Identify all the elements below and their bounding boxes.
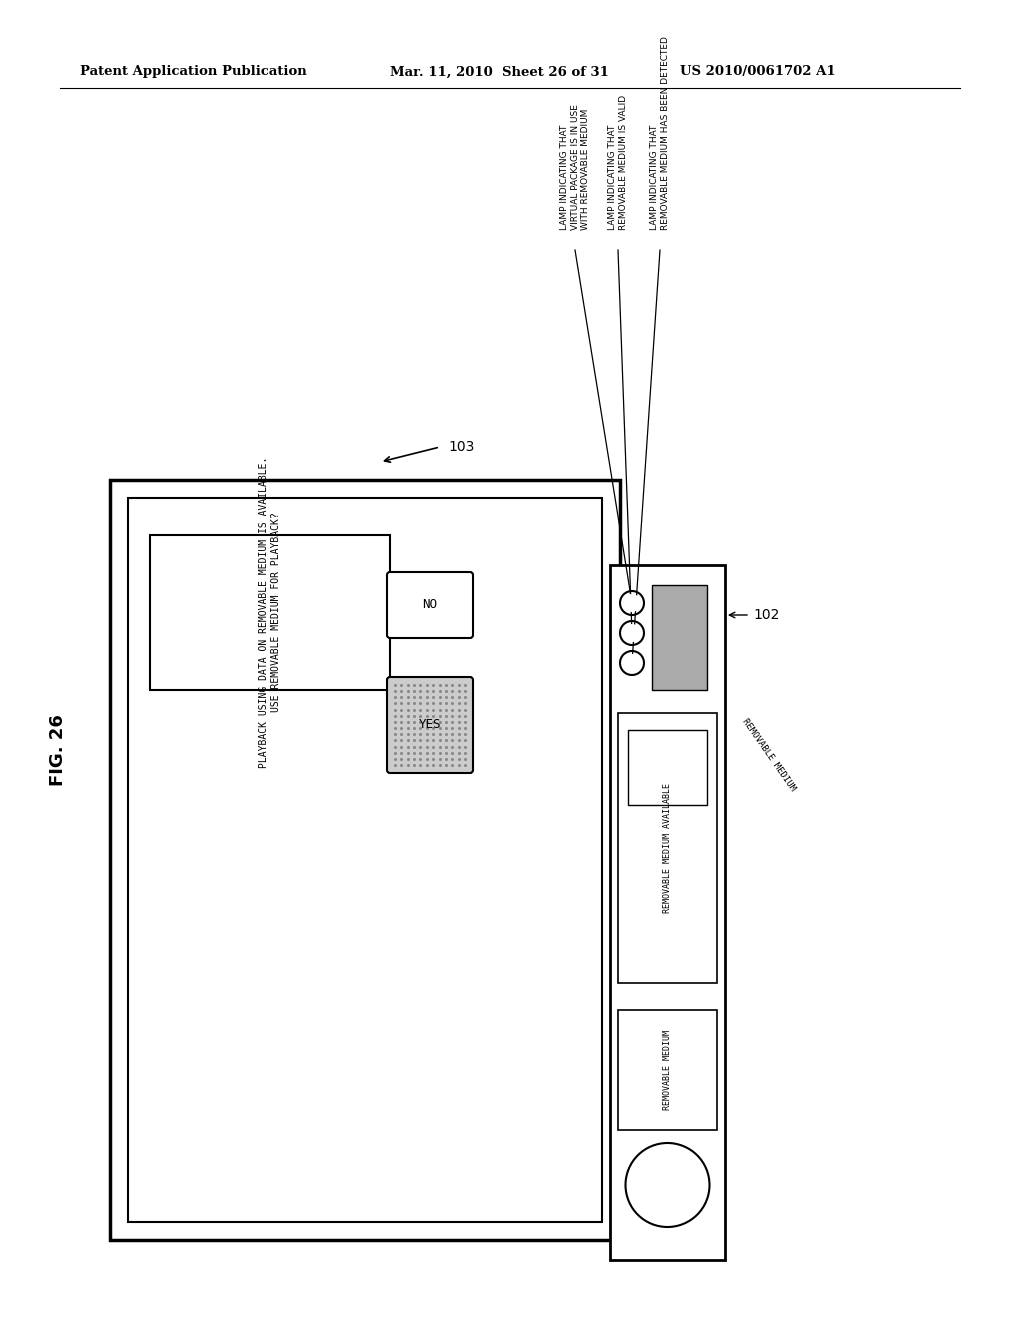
Bar xyxy=(110,480,620,1239)
Text: LAMP INDICATING THAT
REMOVABLE MEDIUM IS VALID: LAMP INDICATING THAT REMOVABLE MEDIUM IS… xyxy=(608,95,628,230)
Circle shape xyxy=(623,624,641,642)
Text: REMOVABLE MEDIUM AVAILABLE: REMOVABLE MEDIUM AVAILABLE xyxy=(663,783,672,913)
Bar xyxy=(618,713,717,983)
Text: LAMP INDICATING THAT
VIRTUAL PACKAGE IS IN USE
WITH REMOVABLE MEDIUM: LAMP INDICATING THAT VIRTUAL PACKAGE IS … xyxy=(560,104,590,230)
Text: REMOVABLE MEDIUM: REMOVABLE MEDIUM xyxy=(663,1030,672,1110)
Text: 103: 103 xyxy=(449,440,474,454)
Circle shape xyxy=(623,594,641,612)
FancyBboxPatch shape xyxy=(387,572,473,638)
Bar xyxy=(150,535,390,690)
Text: PLAYBACK USING DATA ON REMOVABLE MEDIUM IS AVAILABLE.
USE REMOVABLE MEDIUM FOR P: PLAYBACK USING DATA ON REMOVABLE MEDIUM … xyxy=(259,457,281,768)
Bar xyxy=(618,1010,717,1130)
Text: Patent Application Publication: Patent Application Publication xyxy=(80,66,307,78)
Circle shape xyxy=(623,653,641,672)
Text: US 2010/0061702 A1: US 2010/0061702 A1 xyxy=(680,66,836,78)
Bar xyxy=(128,498,602,1222)
FancyBboxPatch shape xyxy=(387,677,473,774)
Bar xyxy=(610,565,725,1261)
Text: FIG. 26: FIG. 26 xyxy=(49,714,67,785)
Text: NO: NO xyxy=(423,598,437,611)
Bar xyxy=(652,585,707,690)
Text: 102: 102 xyxy=(753,609,779,622)
Text: REMOVABLE MEDIUM: REMOVABLE MEDIUM xyxy=(740,717,797,793)
Bar xyxy=(628,730,707,805)
Text: YES: YES xyxy=(419,718,441,731)
Text: LAMP INDICATING THAT
REMOVABLE MEDIUM HAS BEEN DETECTED: LAMP INDICATING THAT REMOVABLE MEDIUM HA… xyxy=(650,36,670,230)
Text: Mar. 11, 2010  Sheet 26 of 31: Mar. 11, 2010 Sheet 26 of 31 xyxy=(390,66,609,78)
